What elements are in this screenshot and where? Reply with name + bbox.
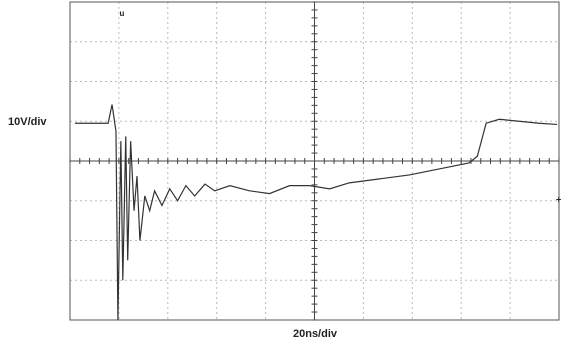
trigger-marker: u [120, 9, 125, 18]
ground-marker: + [556, 194, 561, 204]
y-label: 10V/div [8, 116, 47, 128]
waveform [74, 104, 558, 321]
x-label: 20ns/div [293, 328, 338, 340]
